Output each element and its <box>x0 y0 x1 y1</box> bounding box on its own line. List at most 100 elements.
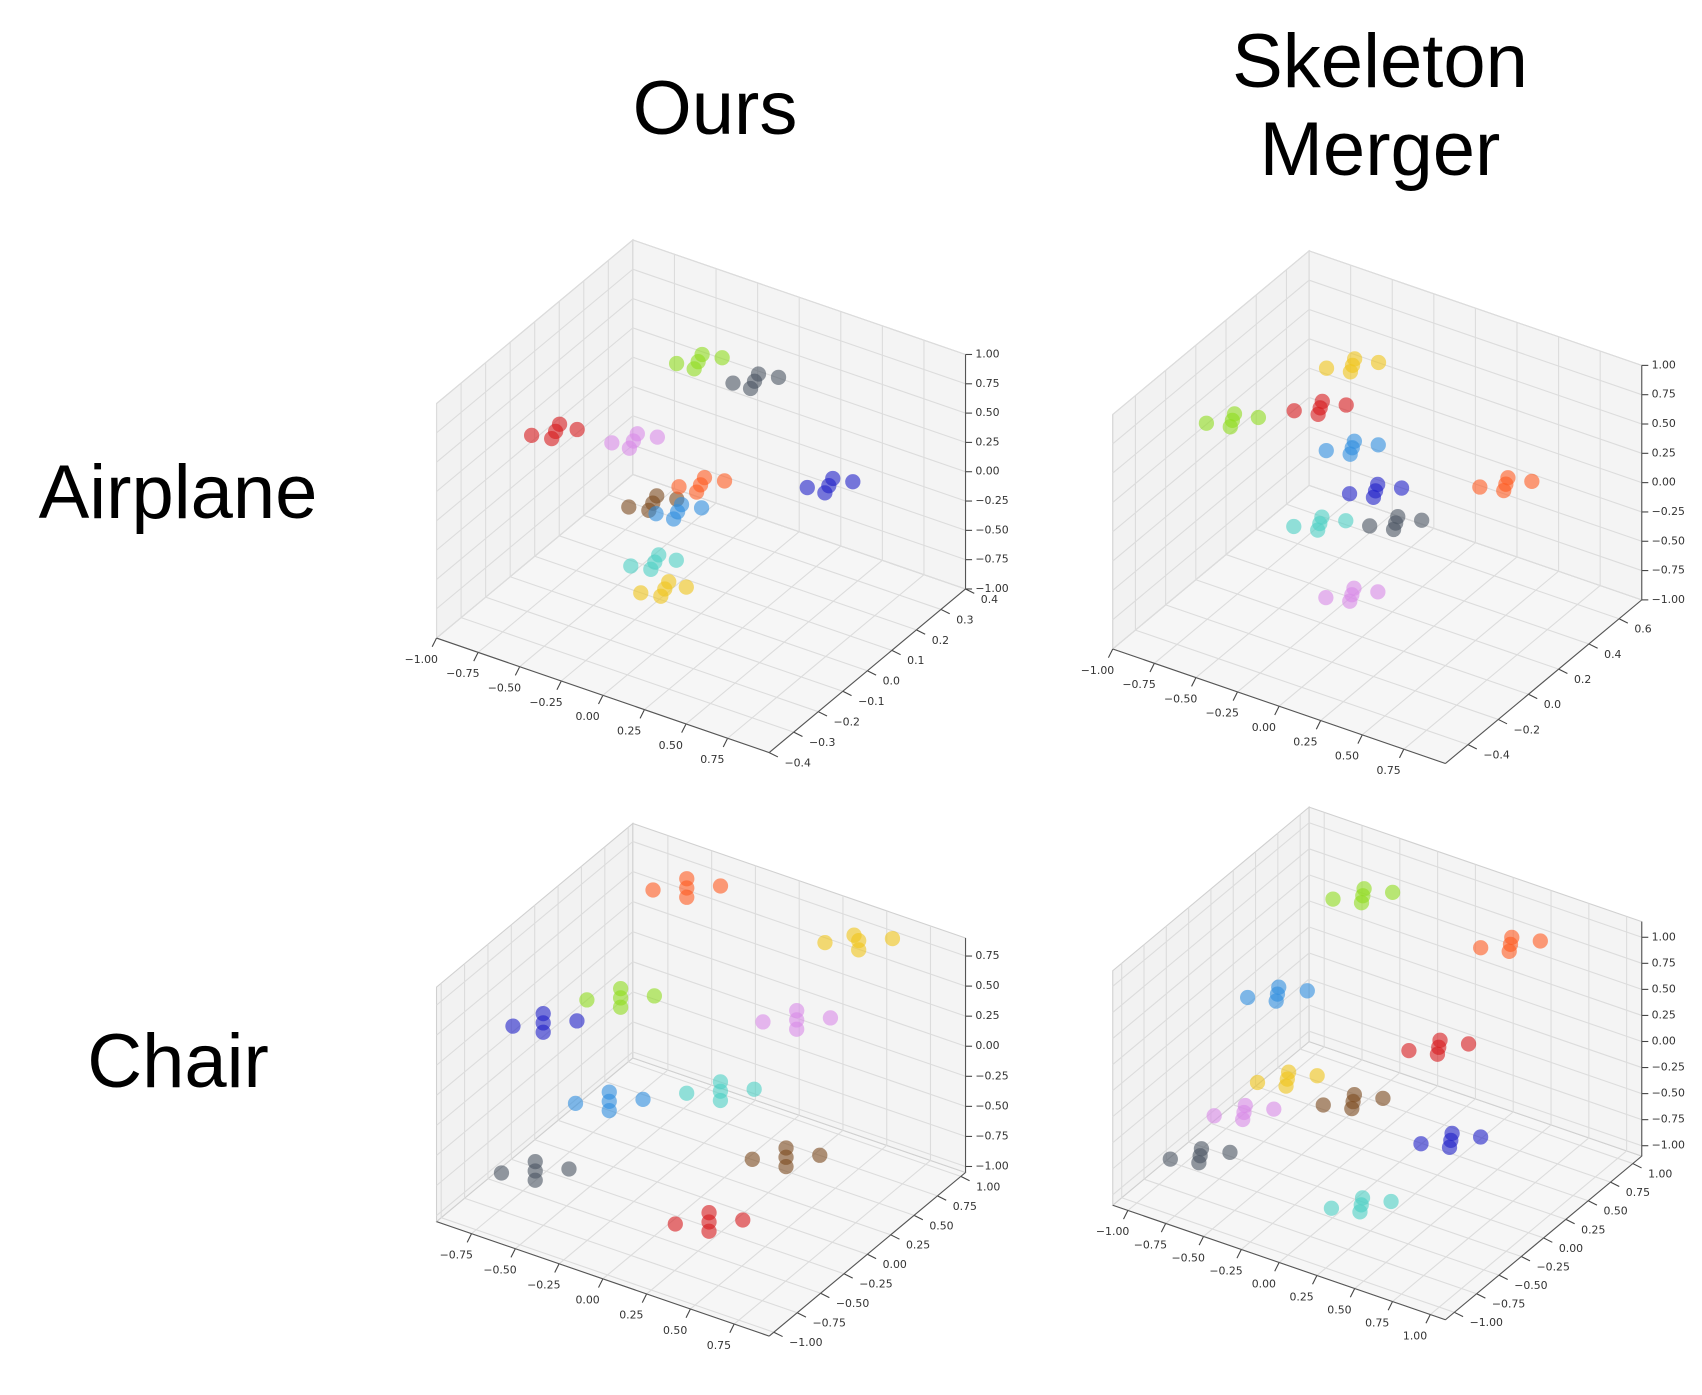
point <box>678 579 694 595</box>
point <box>778 1140 794 1156</box>
grid-line <box>1233 1104 1567 1220</box>
point <box>567 1095 584 1112</box>
grid-line <box>436 444 634 610</box>
y-tick-label: 0.4 <box>981 593 998 606</box>
point <box>651 547 667 563</box>
grid-line <box>632 991 966 1107</box>
point <box>1429 1046 1446 1062</box>
y-tick-label: 0.00 <box>1559 1242 1583 1255</box>
axis-line <box>1112 1204 1446 1321</box>
point <box>527 1172 543 1188</box>
y-tick-label: 0.50 <box>1603 1205 1627 1218</box>
tick-mark <box>1454 1311 1464 1318</box>
point <box>635 1091 651 1108</box>
grid-line <box>1112 309 1310 474</box>
tick-mark <box>1610 1181 1620 1188</box>
tick-mark <box>1357 734 1363 744</box>
grid-line <box>436 298 634 463</box>
point <box>613 980 629 997</box>
z-tick-label: 0.25 <box>975 435 999 448</box>
axis-line <box>768 588 966 753</box>
point <box>1266 1101 1282 1117</box>
tick-mark <box>514 666 521 676</box>
grid-line <box>436 1051 634 1216</box>
y-tick-label: 0.2 <box>932 634 949 647</box>
point <box>817 934 833 951</box>
grid-line <box>632 385 966 502</box>
tick-mark <box>1274 1262 1280 1272</box>
point <box>812 1147 828 1163</box>
tick-mark <box>965 588 975 594</box>
point <box>1356 881 1372 897</box>
grid-line <box>1112 397 1310 562</box>
y-tick-label: 0.4 <box>1604 648 1621 661</box>
point <box>686 361 702 377</box>
point <box>621 440 638 456</box>
grid-line <box>632 901 966 1017</box>
z-tick-label: −0.25 <box>975 1069 1008 1082</box>
point <box>1472 1129 1489 1145</box>
x-tick-label: −0.25 <box>1209 1264 1242 1277</box>
point <box>1370 584 1386 600</box>
z-tick-label: 0.75 <box>975 949 999 962</box>
y-tick-label: 0.2 <box>1574 673 1591 686</box>
column-title: Skeleton Merger <box>1232 19 1528 192</box>
tick-mark <box>1425 1314 1431 1324</box>
y-tick-label: 0.75 <box>1626 1186 1650 1199</box>
point <box>799 479 815 496</box>
tick-mark <box>1618 618 1629 624</box>
axis-line <box>436 637 770 754</box>
point <box>750 366 767 382</box>
point <box>735 1212 751 1228</box>
grid-line <box>632 1051 966 1168</box>
point <box>646 988 663 1004</box>
point <box>1370 354 1387 371</box>
grid-line <box>1308 848 1642 964</box>
point <box>1346 433 1363 449</box>
point <box>661 574 677 590</box>
grid-line <box>1195 513 1393 679</box>
grid-line <box>1166 1160 1500 1276</box>
tick-mark <box>685 1308 691 1318</box>
tick-mark <box>1498 718 1508 725</box>
point <box>822 1010 839 1026</box>
tick-mark <box>940 608 950 615</box>
grid-line <box>1308 279 1642 396</box>
point <box>693 500 710 516</box>
grid-line <box>632 1021 966 1137</box>
tick-mark <box>890 1234 900 1240</box>
tick-mark <box>1198 1236 1204 1246</box>
point <box>701 1205 717 1221</box>
tick-mark <box>1467 744 1478 750</box>
point <box>643 561 659 577</box>
point <box>716 473 733 489</box>
x-tick-label: 0.00 <box>1252 721 1276 734</box>
x-tick-label: 0.75 <box>1365 1316 1389 1329</box>
tick-mark <box>916 629 926 635</box>
tick-mark <box>937 1195 947 1201</box>
tick-mark <box>639 709 645 719</box>
y-tick-label: 1.00 <box>976 1180 1000 1193</box>
point <box>1198 415 1215 431</box>
tick-mark <box>598 1278 604 1288</box>
point <box>1532 933 1548 949</box>
y-tick-label: −0.50 <box>1514 1279 1547 1292</box>
tick-mark <box>867 670 877 676</box>
tick-mark <box>473 652 479 662</box>
point <box>1342 364 1359 380</box>
x-tick-label: −0.25 <box>1206 707 1239 720</box>
tick-mark <box>1236 1249 1242 1259</box>
tick-mark <box>891 649 901 656</box>
tick-mark <box>681 723 687 733</box>
point <box>1299 983 1315 999</box>
point <box>561 1161 577 1177</box>
z-tick-label: 0.00 <box>1652 1034 1676 1047</box>
point <box>1460 1036 1477 1052</box>
tick-mark <box>1398 748 1405 759</box>
y-tick-label: 0.75 <box>953 1200 977 1213</box>
grid-line <box>436 1021 634 1186</box>
point <box>1352 1204 1368 1220</box>
point <box>1314 509 1330 525</box>
